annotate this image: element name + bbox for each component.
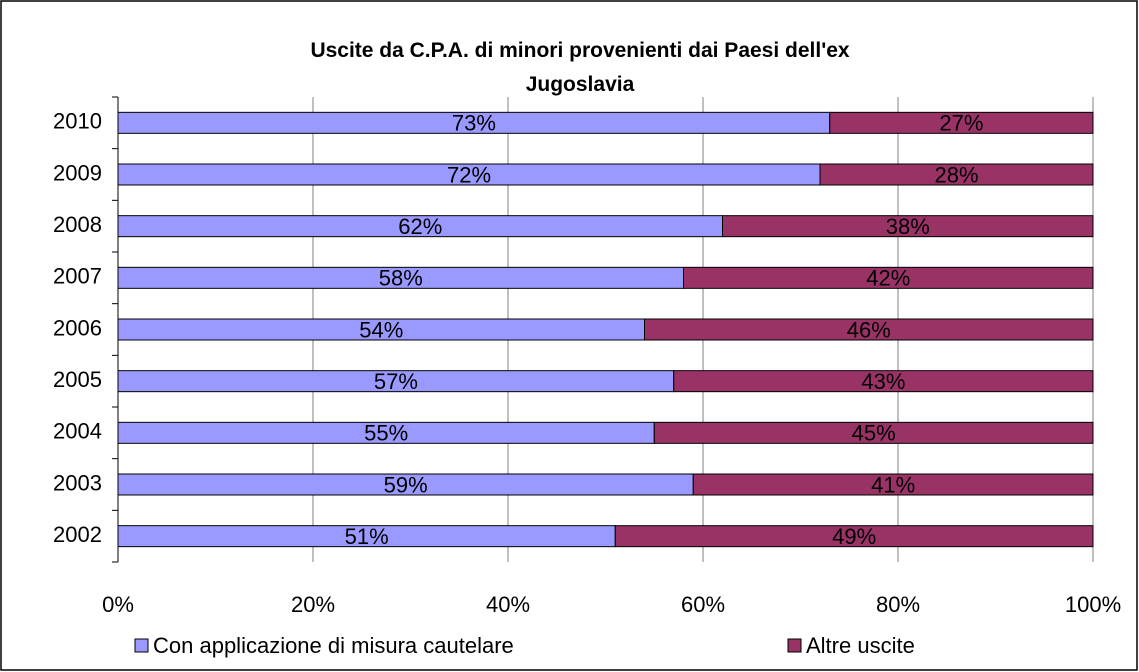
x-tick-label: 100%	[1065, 592, 1121, 617]
legend-swatch	[787, 638, 802, 653]
bar-segment	[644, 318, 1094, 341]
x-tick-label: 0%	[102, 592, 134, 617]
data-label: 72%	[447, 162, 491, 187]
data-label: 57%	[374, 369, 418, 394]
legend-label: Altre uscite	[806, 633, 915, 658]
data-label: 27%	[939, 111, 983, 136]
bar-segment	[829, 111, 1094, 134]
y-tick-label: 2010	[53, 109, 102, 134]
data-label: 49%	[832, 524, 876, 549]
x-tick-label: 80%	[876, 592, 920, 617]
chart-title: Uscite da C.P.A. di minori provenienti d…	[310, 39, 850, 96]
bar-segment	[653, 421, 1094, 444]
data-label: 28%	[934, 162, 978, 187]
data-label: 38%	[886, 214, 930, 239]
bar-segment	[673, 370, 1094, 393]
y-tick-label: 2003	[53, 470, 102, 495]
data-label: 43%	[861, 369, 905, 394]
x-tick-label: 60%	[681, 592, 725, 617]
data-label: 51%	[345, 524, 389, 549]
data-label: 46%	[847, 317, 891, 342]
data-label: 73%	[452, 111, 496, 136]
y-tick-label: 2002	[53, 522, 102, 547]
data-label: 45%	[852, 421, 896, 446]
legend-swatch	[134, 638, 149, 653]
y-tick-label: 2005	[53, 367, 102, 392]
legend-label: Con applicazione di misura cautelare	[153, 633, 514, 658]
data-label: 41%	[871, 472, 915, 497]
y-tick-label: 2007	[53, 264, 102, 289]
data-label: 42%	[866, 266, 910, 291]
bar-segment	[683, 266, 1094, 289]
data-label: 58%	[379, 266, 423, 291]
y-tick-label: 2006	[53, 315, 102, 340]
data-label: 59%	[384, 472, 428, 497]
x-tick-label: 20%	[291, 592, 335, 617]
bar-segment	[692, 473, 1094, 496]
y-tick-label: 2009	[53, 160, 102, 185]
data-label: 55%	[364, 421, 408, 446]
data-label: 62%	[398, 214, 442, 239]
data-label: 54%	[359, 317, 403, 342]
bar-segment	[614, 525, 1094, 548]
bar-segment	[819, 163, 1094, 186]
y-tick-label: 2004	[53, 419, 102, 444]
bar-segment	[722, 215, 1094, 238]
x-tick-label: 40%	[486, 592, 530, 617]
y-tick-label: 2008	[53, 212, 102, 237]
